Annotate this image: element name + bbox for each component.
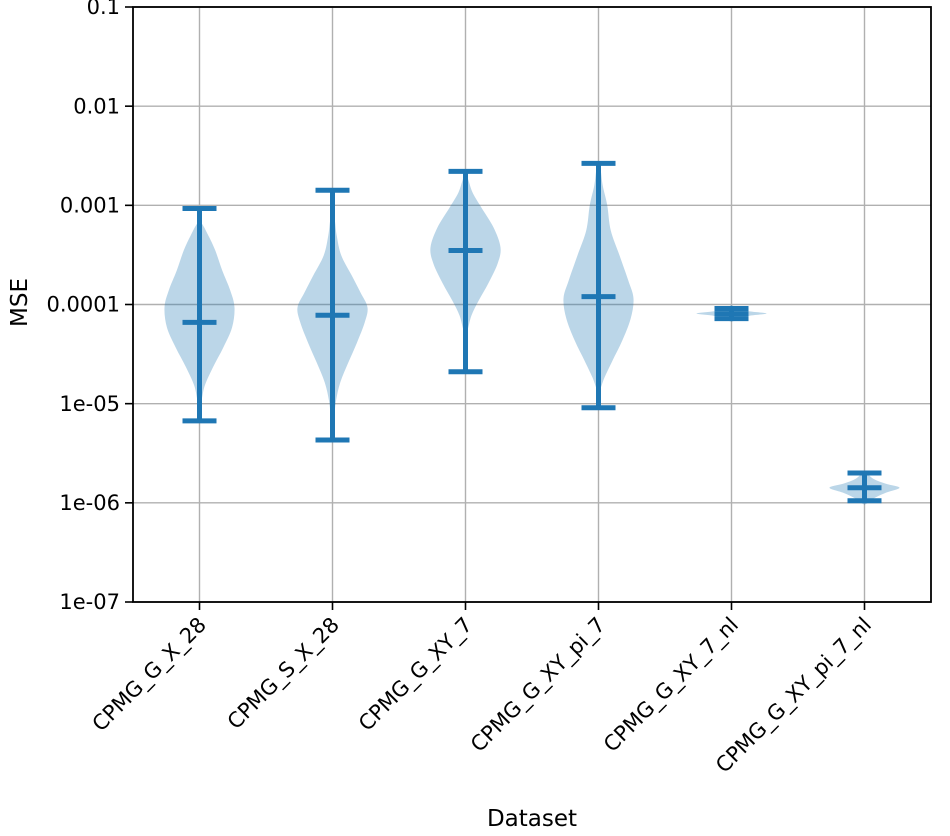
x-axis-label: Dataset	[486, 806, 578, 832]
y-tick-label-0.0001: 0.0001	[47, 293, 120, 317]
x-tick-label-CPMG_G_XY_7_nl: CPMG_G_XY_7_nl	[599, 613, 744, 758]
x-tick-label-CPMG_G_XY_pi_7: CPMG_G_XY_pi_7	[466, 613, 611, 758]
y-tick-label-0.001: 0.001	[60, 193, 120, 217]
y-tick-label-1e-05: 1e-05	[59, 392, 120, 416]
y-tick-label-0.1: 0.1	[87, 0, 120, 19]
x-tick-label-CPMG_G_XY_7: CPMG_G_XY_7	[354, 613, 478, 737]
y-tick-label-1e-06: 1e-06	[59, 491, 120, 515]
y-axis-label: MSE	[7, 278, 33, 327]
y-tick-label-0.01: 0.01	[73, 94, 120, 118]
x-tick-label-CPMG_G_X_28: CPMG_G_X_28	[88, 613, 212, 737]
x-tick-label-CPMG_S_X_28: CPMG_S_X_28	[223, 613, 345, 735]
y-tick-label-1e-07: 1e-07	[59, 590, 120, 614]
x-tick-label-CPMG_G_XY_pi_7_nl: CPMG_G_XY_pi_7_nl	[711, 613, 877, 779]
